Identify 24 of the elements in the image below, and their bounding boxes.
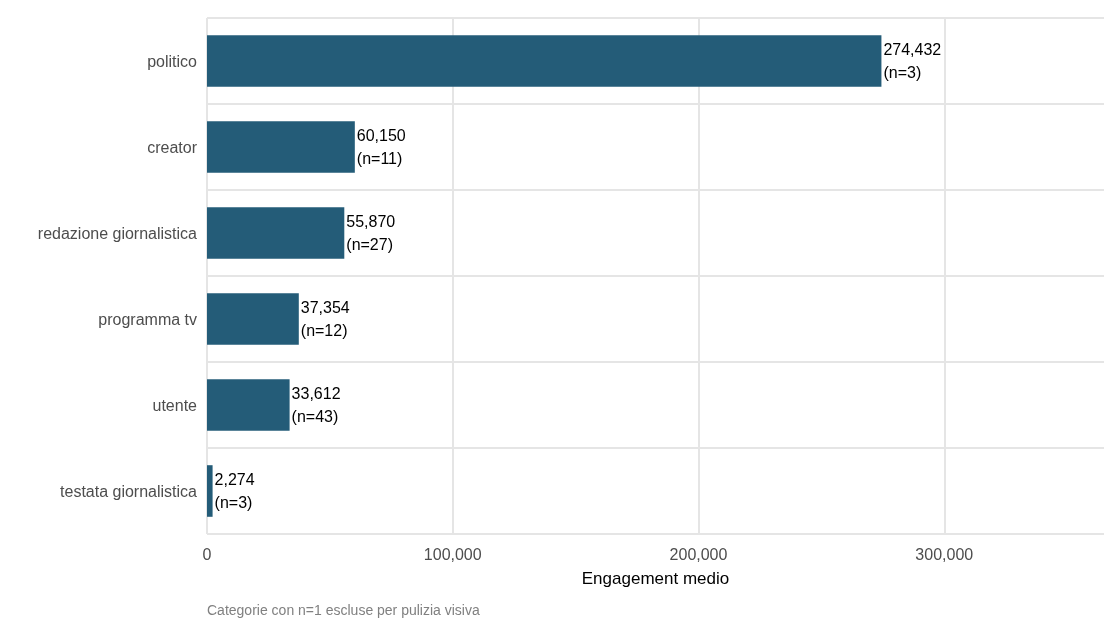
y-tick-label: creator [147, 138, 198, 156]
bar [207, 207, 345, 259]
data-label: 55,870 (n=27) [346, 213, 396, 253]
data-label: 2,274 (n=3) [214, 471, 255, 511]
y-tick-label: redazione giornalistica [37, 224, 198, 242]
x-tick-label: 100,000 [423, 545, 482, 563]
x-tick-label: 200,000 [669, 545, 728, 563]
bar [207, 293, 299, 345]
bar [207, 379, 290, 431]
data-label: 33,612 (n=43) [291, 385, 341, 425]
data-label: 60,150 (n=11) [356, 127, 406, 167]
x-axis-title: Engagement medio [581, 569, 730, 588]
text: Categorie con n=1 escluse per pulizia visiva [207, 602, 480, 618]
x-tick-label: 300,000 [915, 545, 974, 563]
bar [207, 35, 882, 87]
y-tick-label: programma tv [98, 310, 197, 328]
data-label: 37,354 (n=12) [300, 299, 350, 339]
y-tick-label: politico [147, 52, 198, 70]
x-tick-label: 0 [202, 545, 212, 563]
bar [207, 465, 213, 517]
bar [207, 121, 355, 173]
data-label: 274,432 (n=3) [883, 41, 942, 81]
y-tick-label: testata giornalistica [60, 482, 198, 500]
y-tick-label: utente [152, 396, 198, 414]
